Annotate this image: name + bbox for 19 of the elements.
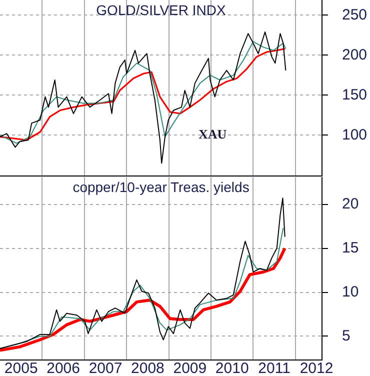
y-tick-label: 250	[342, 6, 368, 24]
x-tick-label: 2005	[4, 360, 38, 376]
y-tick-label: 200	[342, 46, 368, 64]
x-tick-label: 2009	[173, 360, 207, 376]
x-tick-label: 2012	[300, 360, 334, 376]
chart-title: copper/10-year Treas. yields	[72, 178, 250, 195]
x-tick-label: 2006	[46, 360, 80, 376]
x-tick-label: 2010	[215, 360, 249, 376]
y-tick-label: 20	[342, 195, 359, 212]
y-tick-label: 15	[342, 239, 359, 256]
annotation: XAU	[198, 126, 228, 142]
y-tick-label: 5	[342, 327, 350, 344]
y-tick-label: 100	[342, 126, 368, 144]
x-tick-label: 2008	[131, 360, 164, 376]
x-tick-label: 2007	[88, 360, 122, 376]
y-tick-label: 10	[342, 283, 359, 300]
chart-title: GOLD/SILVER INDX	[96, 2, 226, 18]
y-tick-label: 150	[342, 86, 368, 104]
x-tick-label: 2011	[258, 360, 290, 376]
